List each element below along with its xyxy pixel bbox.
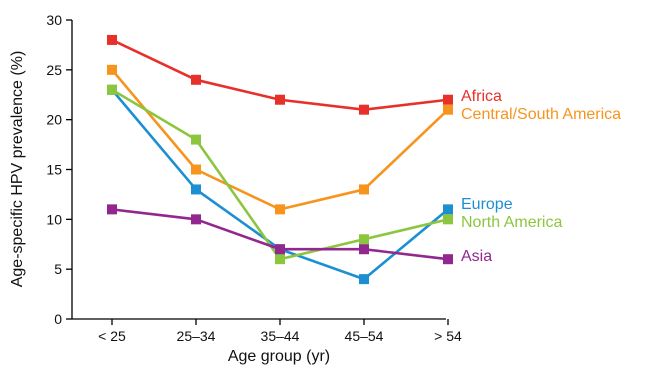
series-line-central-south-america: [111, 68, 449, 211]
y-tick-label: 10: [46, 211, 62, 227]
data-point-europe: [443, 204, 453, 215]
series-label-asia: Asia: [461, 248, 492, 265]
y-tick-label: 5: [54, 261, 62, 277]
series-label-central-south-america: Central/South America: [461, 106, 621, 123]
x-tick-label: 35–44: [261, 328, 300, 344]
data-point-africa: [275, 94, 285, 105]
y-tick-label: 30: [46, 12, 62, 28]
y-axis-title: Age-specific HPV prevalence (%): [9, 51, 26, 288]
series-central-south-america: [107, 64, 453, 215]
data-point-asia: [191, 214, 201, 225]
data-point-north-america: [359, 234, 369, 245]
data-point-africa: [443, 94, 453, 105]
data-point-north-america: [107, 84, 117, 95]
y-tick-label: 15: [46, 162, 62, 178]
data-point-central-south-america: [107, 64, 117, 75]
data-point-central-south-america: [275, 204, 285, 215]
x-tick-label: > 54: [434, 328, 462, 344]
series-north-america: [107, 84, 453, 265]
data-point-central-south-america: [443, 104, 453, 115]
data-point-asia: [107, 204, 117, 215]
x-ticks: < 25 25–34 35–44 45–54 > 54: [98, 319, 462, 344]
series-africa: [107, 34, 453, 115]
series-asia: [107, 204, 453, 265]
series-label-europe: Europe: [461, 196, 513, 213]
data-point-europe: [191, 184, 201, 195]
data-point-central-south-america: [359, 184, 369, 195]
y-tick-label: 0: [54, 311, 62, 327]
data-point-asia: [275, 244, 285, 255]
data-point-africa: [107, 34, 117, 45]
x-axis-title: Age group (yr): [228, 348, 330, 365]
y-tick-label: 20: [46, 112, 62, 128]
series-line-north-america: [111, 88, 449, 261]
data-point-central-south-america: [191, 164, 201, 175]
data-point-north-america: [275, 254, 285, 265]
series-group: [107, 34, 453, 285]
y-tick-label: 25: [46, 62, 62, 78]
x-tick-label: 25–34: [177, 328, 216, 344]
x-tick-label: 45–54: [345, 328, 384, 344]
series-label-north-america: North America: [461, 214, 562, 231]
data-point-asia: [443, 254, 453, 265]
data-point-africa: [191, 74, 201, 85]
axes: [71, 20, 446, 320]
data-point-north-america: [443, 214, 453, 225]
data-point-africa: [359, 104, 369, 115]
y-ticks: 0 5 10 15 20 25 30: [46, 12, 72, 327]
x-tick-label: < 25: [98, 328, 126, 344]
series-label-africa: Africa: [461, 88, 502, 105]
data-point-asia: [359, 244, 369, 255]
data-point-north-america: [191, 134, 201, 145]
data-point-europe: [359, 274, 369, 285]
